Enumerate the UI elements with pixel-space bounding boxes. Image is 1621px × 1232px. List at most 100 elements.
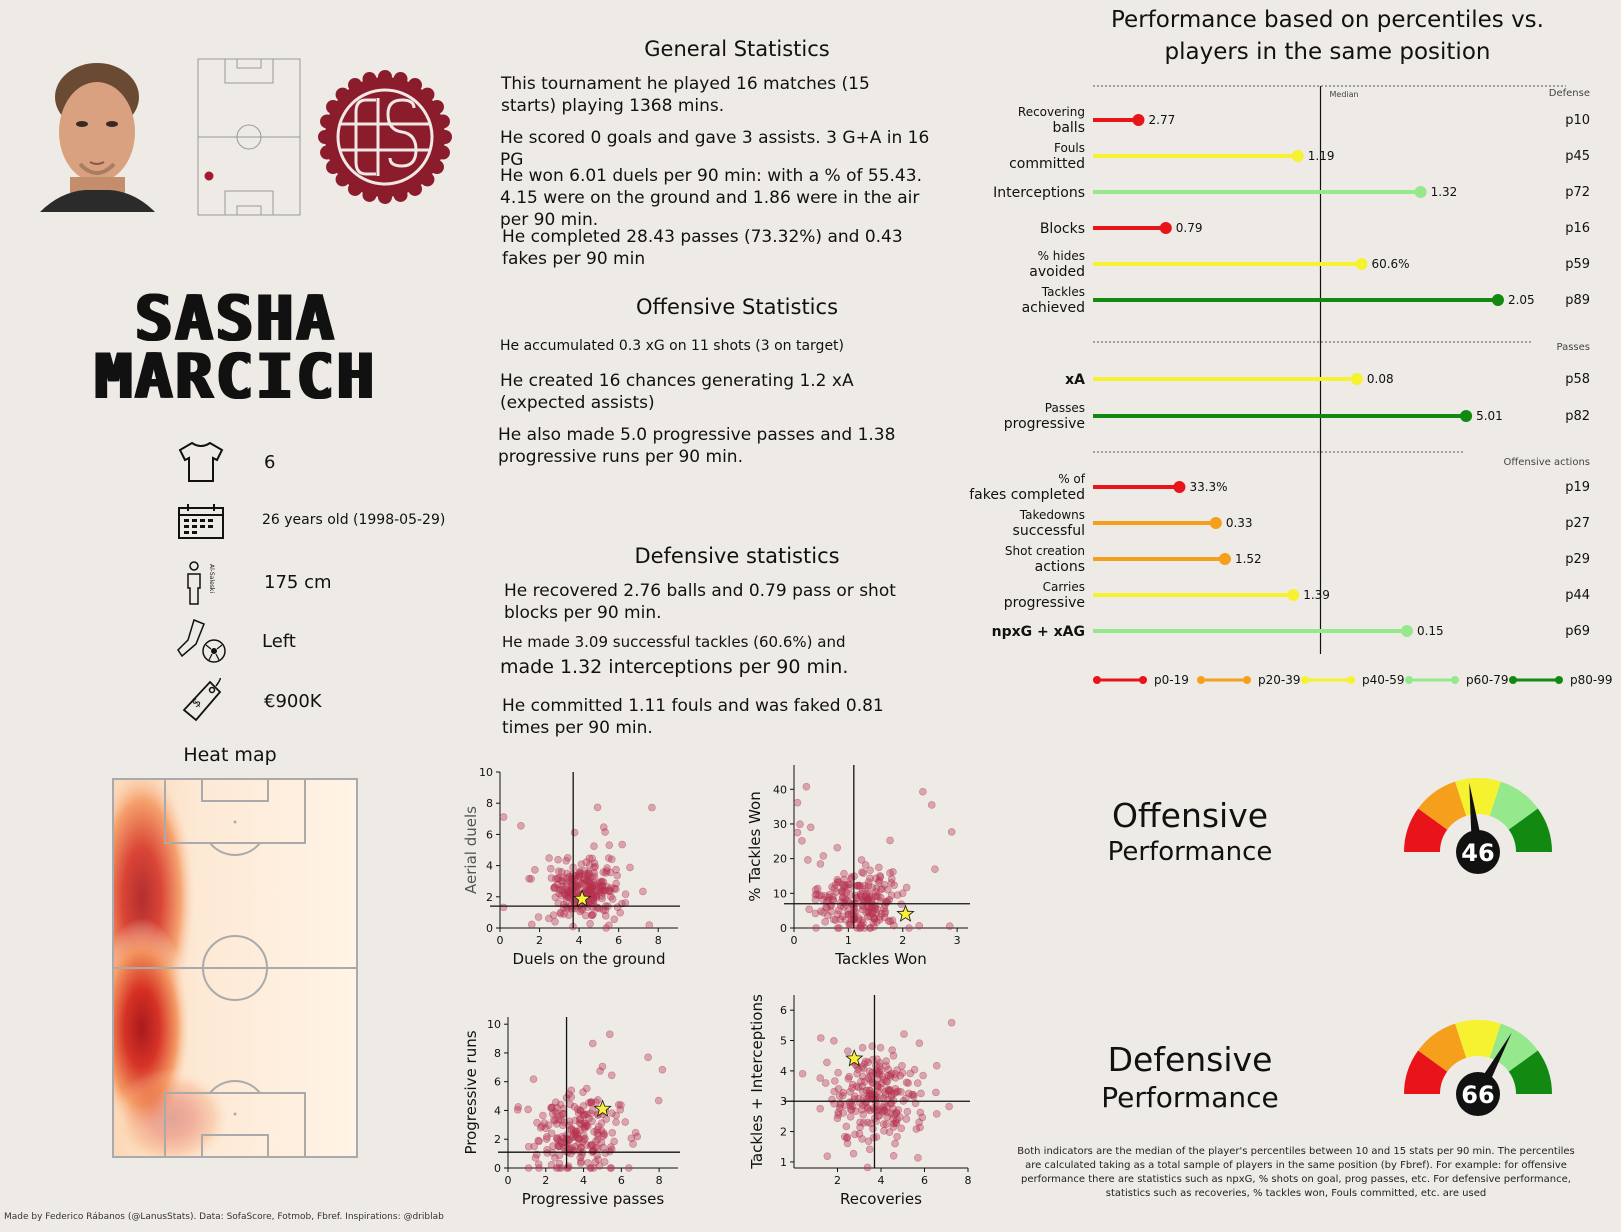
scatter-point [572, 1132, 581, 1141]
gauge-segment [1404, 808, 1448, 852]
scatter-point [601, 828, 609, 836]
scatter-point [555, 886, 564, 894]
median-label: Median [1330, 90, 1359, 99]
percentile-dot [1209, 517, 1222, 529]
scatter-point [868, 883, 877, 892]
y-axis-label: % Tackles Won [746, 791, 764, 901]
scatter-point [812, 924, 820, 932]
scatter-point [600, 1130, 609, 1139]
scatter-point [535, 1164, 543, 1172]
scatter-point [567, 1086, 576, 1095]
scatter-point [830, 1087, 839, 1096]
scatter-point [823, 1152, 832, 1161]
x-tick-label: 4 [576, 934, 583, 947]
scatter-point [540, 1119, 549, 1127]
scatter-point [517, 822, 525, 830]
scatter-point [549, 1142, 557, 1150]
scatter-point [851, 1130, 859, 1139]
scatter-point [831, 916, 840, 924]
y-tick-label: 10 [773, 887, 787, 900]
gauge-value: 66 [1461, 1081, 1494, 1109]
player-star [896, 904, 915, 922]
legend-label: p0-19 [1154, 673, 1189, 687]
scatter-point [858, 868, 866, 877]
scatter-point [608, 1128, 617, 1137]
x-tick-label: 8 [655, 934, 662, 947]
scatter-point [892, 1108, 901, 1117]
value-label: 1.52 [1235, 552, 1262, 566]
scatter-point [830, 884, 839, 893]
club-badge [318, 70, 452, 204]
heatmap [87, 758, 358, 1168]
value-label: 0.79 [1176, 221, 1203, 235]
scatter-point [612, 865, 620, 874]
scatter-point [945, 1102, 953, 1111]
y-axis-label: Progressive runs [462, 1030, 480, 1154]
y-tick-label: 4 [780, 1065, 787, 1078]
footnote: Both indicators are the median of the pl… [1017, 1146, 1575, 1199]
scatter-point [910, 1065, 919, 1074]
scatter-point [534, 913, 543, 921]
scatter-point [821, 892, 830, 900]
scatter-point [579, 1088, 587, 1096]
x-tick-label: 0 [505, 1174, 512, 1187]
metric-label: Carries [1043, 580, 1085, 594]
height-icon: Al-Saleski [182, 560, 222, 610]
section-label: Defense [1549, 88, 1590, 99]
scatter-point [588, 911, 597, 920]
scatter-point [861, 881, 869, 890]
scatter-point [525, 874, 533, 883]
scatter-point [884, 917, 893, 925]
scatter-point [601, 1149, 610, 1157]
scatter-point [846, 1105, 855, 1114]
scatter-point [543, 1149, 552, 1157]
scatter-point [854, 881, 862, 890]
scatter-point [605, 1030, 614, 1039]
scatter-point [584, 1159, 592, 1167]
scatter-point [913, 1079, 922, 1087]
legend-dot [1139, 676, 1147, 684]
scatter-point [806, 823, 815, 832]
scatter-point [893, 1066, 901, 1074]
scatter-point [847, 874, 856, 883]
scatter-point [876, 1106, 884, 1114]
scatter-point [888, 1046, 896, 1054]
scatter-point [793, 828, 802, 837]
scatter-point [602, 1115, 611, 1123]
percentile-title-line1: Performance based on percentiles vs. [1111, 7, 1544, 33]
scatter-point [644, 1053, 652, 1062]
value-label: 1.39 [1303, 588, 1330, 602]
scatter-point [847, 873, 856, 881]
scatter-point [875, 916, 884, 924]
scatter-point [846, 921, 855, 929]
scatter-progressive: 0 2 4 6 8 0 2 4 6 8 10 Progressive passes Progressiv… [450, 995, 690, 1214]
y-tick-label: 8 [494, 1047, 501, 1060]
scatter-point [579, 1131, 588, 1140]
percentile-label: p69 [1565, 624, 1590, 639]
scatter-point [626, 863, 634, 872]
boot-ball-icon [176, 618, 228, 668]
value-label: 0.08 [1367, 372, 1394, 386]
percentile-dot [1159, 222, 1172, 234]
scatter-recoveries: 2 4 6 8 1 2 3 4 5 6 Recoveries Tackles + Intercepti… [740, 975, 980, 1214]
scatter-point [932, 1061, 941, 1070]
scatter-point [906, 1069, 915, 1078]
scatter-point [554, 1115, 563, 1124]
scatter-point [556, 1100, 565, 1109]
scatter-point [593, 803, 602, 812]
value-label: 2.05 [1508, 293, 1535, 307]
scatter-point [876, 885, 885, 894]
value-label: 0.15 [1417, 624, 1444, 638]
scatter-point [582, 877, 591, 885]
y-tick-label: 40 [773, 783, 787, 796]
scatter-point [919, 1071, 927, 1080]
scatter-point [839, 1091, 847, 1100]
preferred-foot: Left [262, 631, 296, 652]
percentile-label: p29 [1565, 552, 1590, 567]
scatter-point [544, 1121, 553, 1129]
scatter-point [840, 869, 848, 878]
scatter-point [597, 1126, 606, 1135]
scatter-point [621, 890, 630, 898]
scatter-point [607, 892, 615, 901]
scatter-point [831, 1077, 839, 1085]
